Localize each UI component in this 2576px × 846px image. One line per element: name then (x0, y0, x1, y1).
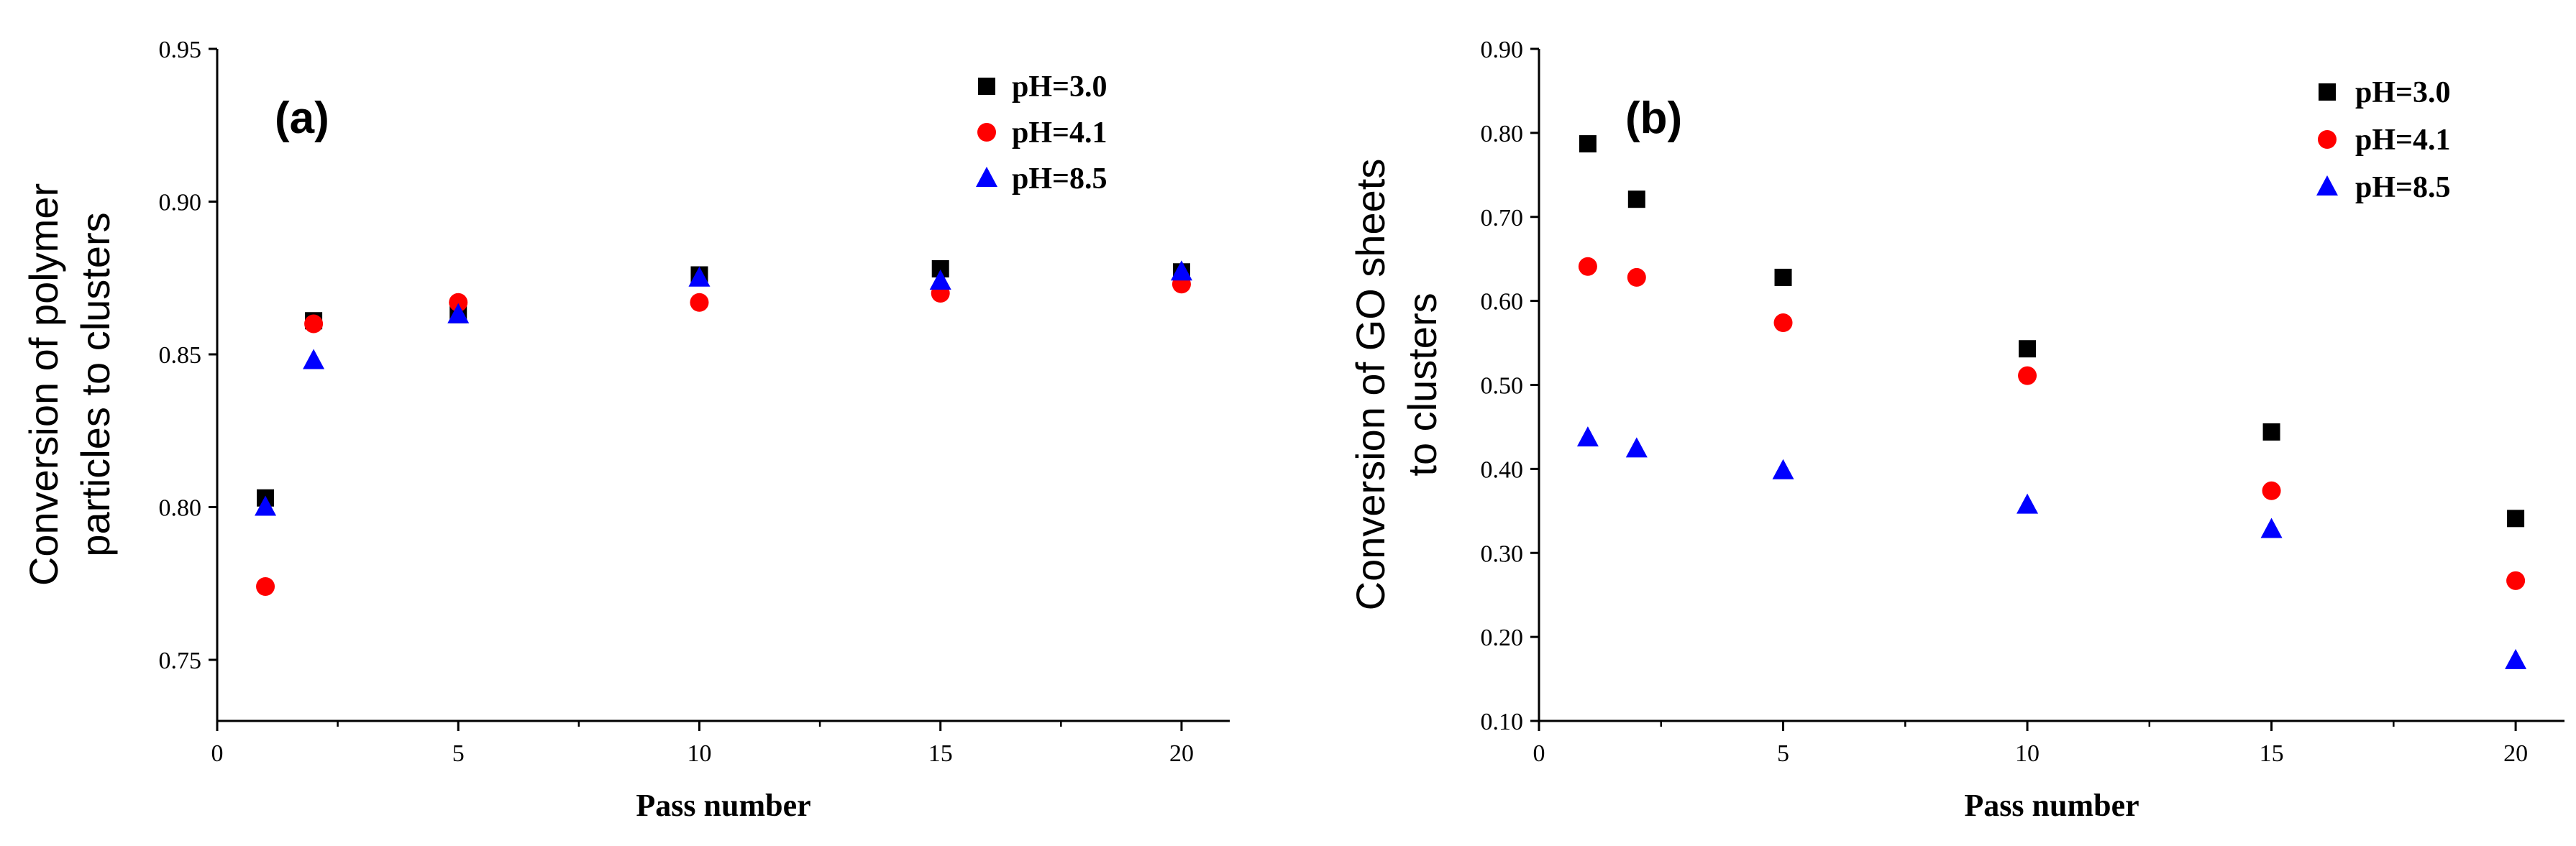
legend-marker-triangle (2316, 175, 2338, 196)
data-point-circle (256, 577, 275, 596)
legend-label: pH=8.5 (1012, 162, 1107, 196)
legend-marker-circle (977, 123, 996, 142)
legend-marker-circle (2318, 130, 2337, 149)
data-point-square (2262, 423, 2280, 441)
y-axis-title-line: Conversion of polymer (21, 183, 66, 586)
y-tick-label: 0.20 (1481, 625, 1524, 651)
y-tick-label: 0.75 (159, 648, 202, 674)
data-point-circle (2018, 366, 2037, 385)
x-tick-label: 10 (2015, 740, 2040, 767)
y-tick-label: 0.80 (159, 495, 202, 522)
y-tick-label: 0.50 (1481, 373, 1524, 400)
y-tick-label: 0.90 (159, 190, 202, 216)
data-point-triangle (255, 495, 277, 516)
data-point-triangle (2017, 493, 2039, 514)
x-axis-title: Pass number (1964, 788, 2139, 823)
data-point-circle (2262, 481, 2281, 500)
data-point-triangle (929, 270, 951, 290)
legend-marker-triangle (976, 167, 997, 187)
legend-marker-square (978, 78, 995, 95)
data-point-triangle (2260, 518, 2283, 538)
data-point-triangle (447, 303, 470, 323)
y-tick-label: 0.85 (159, 342, 202, 369)
data-point-square (1579, 135, 1597, 153)
x-axis-title: Pass number (636, 788, 810, 823)
data-point-triangle (688, 266, 711, 287)
y-tick-label: 0.40 (1481, 456, 1524, 483)
y-tick-label: 0.80 (1481, 121, 1524, 147)
y-axis-title-line: to clusters (1399, 293, 1445, 476)
x-tick-label: 5 (1777, 740, 1789, 767)
x-tick-label: 20 (2503, 740, 2528, 767)
x-tick-label: 20 (1169, 740, 1194, 767)
legend-marker-square (2319, 83, 2336, 101)
data-point-square (1627, 190, 1645, 208)
data-point-circle (1578, 257, 1597, 276)
y-tick-label: 0.95 (159, 37, 202, 63)
y-tick-label: 0.70 (1481, 205, 1524, 231)
data-point-square (1774, 268, 1792, 286)
data-point-triangle (1625, 437, 1648, 458)
data-point-circle (690, 293, 709, 312)
data-point-triangle (2505, 648, 2527, 669)
panel-b: 0.10 0.20 0.30 0.40 0.50 0.60 0.70 0.80 0.90 0 5 10… (1348, 37, 2564, 823)
legend-label: pH=3.0 (2355, 76, 2450, 109)
x-tick-label: 0 (211, 740, 224, 767)
data-point-triangle (303, 349, 325, 369)
x-tick-label: 0 (1533, 740, 1545, 767)
data-point-triangle (1772, 459, 1794, 479)
panel-label: (a) (275, 93, 329, 143)
panel-label: (b) (1625, 93, 1682, 143)
legend-label: pH=4.1 (1012, 116, 1107, 150)
y-tick-label: 0.60 (1481, 289, 1524, 316)
data-point-square (2507, 510, 2525, 528)
x-tick-label: 15 (928, 740, 953, 767)
x-tick-label: 15 (2260, 740, 2284, 767)
x-tick-label: 10 (687, 740, 711, 767)
y-tick-label: 0.90 (1481, 37, 1524, 63)
y-tick-label: 0.10 (1481, 709, 1524, 735)
data-point-circle (1627, 267, 1646, 287)
x-tick-label: 5 (452, 740, 465, 767)
y-axis-title-line: particles to clusters (73, 212, 118, 556)
panel-a: 0.75 0.80 0.85 0.90 0.95 0 5 10 15 20 Pass number C… (21, 37, 1230, 823)
data-point-square (2019, 340, 2037, 358)
legend-label: pH=8.5 (2355, 171, 2450, 204)
legend-label: pH=3.0 (1012, 70, 1107, 104)
y-axis-title-line: Conversion of GO sheets (1348, 159, 1393, 611)
data-point-circle (1773, 313, 1793, 333)
data-point-triangle (1576, 426, 1599, 447)
data-point-circle (304, 314, 324, 334)
data-point-circle (449, 293, 468, 312)
data-point-triangle (1170, 260, 1192, 281)
y-tick-label: 0.30 (1481, 541, 1524, 567)
legend-label: pH=4.1 (2355, 124, 2450, 157)
data-point-circle (2506, 571, 2526, 590)
